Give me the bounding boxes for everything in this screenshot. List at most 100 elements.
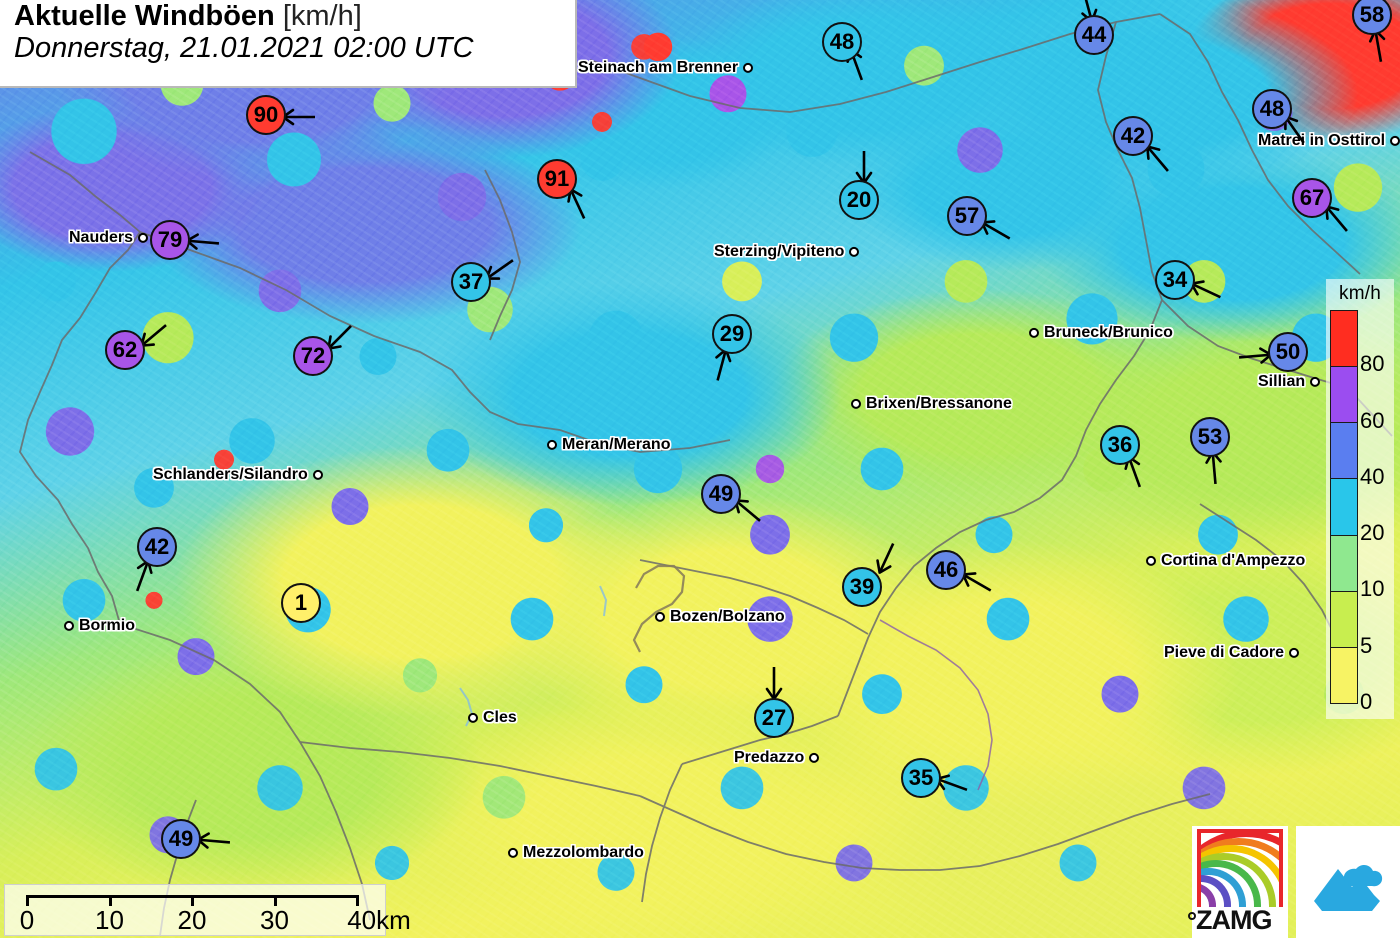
wind-station-marker[interactable]: 44 [1074,15,1114,55]
scale-tick-3 [273,895,277,906]
scale-label-4: 40km [347,905,411,935]
legend-tick-0: 0 [1360,689,1373,714]
legend-tick-40: 40 [1360,463,1385,489]
city-label: Nauders [69,228,149,247]
zamg-wordmark: ZAMG [1188,905,1272,936]
wind-station-marker[interactable]: 53 [1190,417,1230,457]
scale-label-3: 30 [260,905,289,935]
rainbow-arc-2 [1201,845,1279,907]
legend-band-4 [1331,535,1357,592]
zamg-degree-icon [1188,912,1196,920]
wind-station-marker[interactable]: 91 [537,159,577,199]
city-label: Bormio [64,617,135,635]
scale-tick-0 [26,895,29,906]
city-label: Predazzo [734,749,820,767]
wind-station-marker[interactable]: 50 [1268,332,1308,372]
city-label: Cortina d'Ampezzo [1146,552,1305,570]
city-name: Mezzolombardo [523,843,644,861]
city-marker-dot-icon [849,246,860,257]
title-datetime: Donnerstag, 21.01.2021 02:00 UTC [14,31,474,64]
city-label: Schlanders/Silandro [153,466,323,484]
wind-station-marker[interactable]: 42 [1113,116,1153,156]
zamg-rainbow-graphic [1197,829,1283,907]
city-marker-dot-icon [1029,327,1039,338]
city-name: Pieve di Cadore [1164,643,1285,661]
wind-station-marker[interactable]: 62 [105,330,145,370]
title-line-primary: Aktuelle Windböen [km/h] [14,0,565,32]
map-title-box: Aktuelle Windböen [km/h] Donnerstag, 21.… [0,0,577,88]
legend-band-3 [1331,479,1357,536]
city-marker-dot-icon [1390,135,1400,146]
city-marker-dot-icon [547,439,557,450]
legend-tick-20: 20 [1360,520,1385,546]
partner-logo [1296,826,1400,938]
city-label: Bozen/Bolzano [655,608,785,626]
city-name: Cortina d'Ampezzo [1161,551,1306,569]
rainbow-arc-0 [1201,833,1279,907]
city-label: Sterzing/Vipiteno [714,242,860,261]
city-name: Cles [483,708,517,726]
legend-band-1 [1331,367,1357,424]
wind-station-marker[interactable]: 79 [150,220,190,260]
legend-tick-10: 10 [1360,576,1385,602]
city-label: Steinach am Brenner [578,58,754,77]
city-name: Steinach am Brenner [578,58,739,76]
wind-station-marker[interactable]: 36 [1100,425,1140,465]
wind-station-marker[interactable]: 27 [754,698,794,738]
scale-label-2: 20 [177,905,207,935]
scale-tick-1 [108,895,112,906]
wind-station-marker[interactable]: 29 [712,314,752,354]
city-name: Nauders [69,228,134,246]
city-name: Sterzing/Vipiteno [714,242,845,260]
city-marker-dot-icon [1310,376,1321,387]
zamg-logo: ZAMG [1188,826,1288,938]
title-unit: [km/h] [282,0,362,32]
city-marker-dot-icon [851,398,861,409]
city-name: Schlanders/Silandro [153,465,308,483]
wind-station-marker[interactable]: 42 [137,527,177,567]
legend-band-6 [1331,647,1357,703]
rainbow-arc-1 [1201,837,1279,907]
city-label: Mezzolombardo [508,844,644,862]
scale-label-1: 10 [95,905,124,935]
wind-station-marker[interactable]: 39 [842,567,882,607]
city-label: Meran/Merano [547,436,670,454]
city-marker-dot-icon [743,62,754,73]
wind-station-marker[interactable]: 57 [947,196,987,236]
wind-station-marker[interactable]: 72 [293,336,333,376]
wind-station-marker[interactable]: 37 [451,262,491,302]
city-marker-dot-icon [138,232,149,243]
city-label: Bruneck/Brunico [1029,324,1173,342]
legend-band-0 [1331,311,1357,368]
legend-tick-5: 5 [1360,632,1373,658]
city-name: Matrei in Osttirol [1258,131,1386,149]
city-name: Sillian [1258,372,1306,390]
city-label: Matrei in Osttirol [1258,132,1400,150]
wind-station-marker[interactable]: 67 [1292,178,1332,218]
city-marker-dot-icon [655,611,665,622]
legend-color-bar [1330,310,1358,704]
wind-station-marker[interactable]: 35 [901,758,941,798]
wind-station-marker[interactable]: 46 [926,550,966,590]
wind-station-marker[interactable]: 48 [1252,89,1292,129]
city-marker-dot-icon [312,469,323,480]
city-marker-dot-icon [1289,647,1300,658]
wind-station-marker[interactable]: 49 [161,819,201,859]
wind-station-marker[interactable]: 48 [822,22,862,62]
city-label: Pieve di Cadore [1164,643,1300,662]
rainbow-arc-6 [1201,875,1231,907]
wind-station-marker[interactable]: 90 [246,95,286,135]
wind-station-marker[interactable]: 49 [701,474,741,514]
city-marker-dot-icon [468,712,478,723]
wind-station-marker[interactable]: 1 [281,583,321,623]
city-name: Brixen/Bressanone [866,394,1012,412]
scale-tick-4 [356,895,359,906]
city-name: Meran/Merano [562,435,671,453]
legend-unit-label: km/h [1339,283,1381,304]
scale-label-0: 0 [19,905,35,935]
wind-station-marker[interactable]: 20 [839,180,879,220]
city-label: Brixen/Bressanone [851,395,1012,413]
wind-station-marker[interactable]: 34 [1155,260,1195,300]
